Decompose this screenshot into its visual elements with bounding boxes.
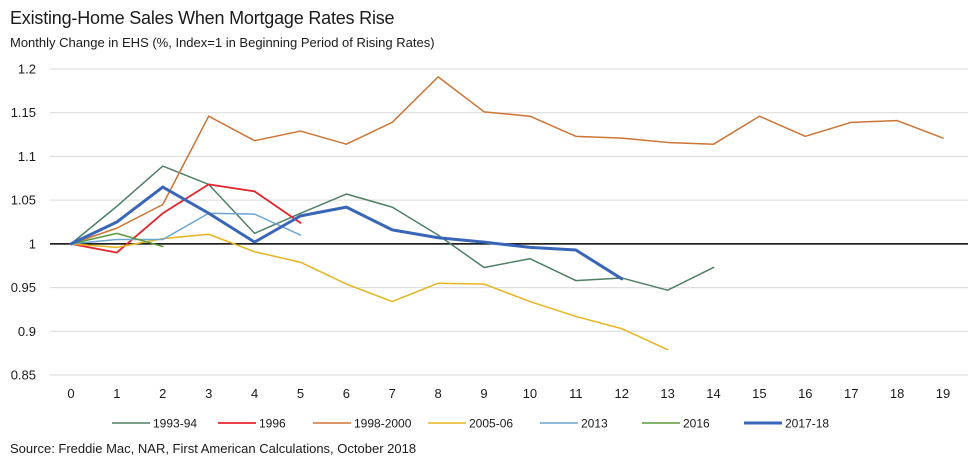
y-tick-label: 1: [29, 236, 36, 251]
legend-label: 1993-94: [153, 417, 197, 431]
legend-label: 2013: [581, 417, 608, 431]
x-tick-label: 14: [706, 386, 720, 401]
series-line-2005-06: [70, 233, 669, 351]
gridlines: [50, 68, 968, 376]
x-tick-label: 17: [844, 386, 858, 401]
y-tick-label: 1.05: [11, 193, 36, 208]
legend-label: 2016: [683, 417, 710, 431]
x-tick-label: 8: [435, 386, 442, 401]
x-tick-label: 1: [113, 386, 120, 401]
series-line-1998-2000: [70, 76, 944, 245]
x-tick-label: 9: [480, 386, 487, 401]
legend: 1993-94 1996 1998-2000 2005-06 2013 2016 2017-…: [112, 417, 829, 431]
x-tick-label: 15: [752, 386, 766, 401]
y-tick-label: 1.2: [18, 62, 36, 77]
x-tick-label: 16: [798, 386, 812, 401]
legend-item: 1998-2000: [313, 417, 412, 431]
y-tick-label: 0.85: [11, 368, 36, 383]
series-line-1993-94: [70, 165, 715, 291]
series-line-1996: [70, 183, 302, 254]
series-lines: [69, 76, 944, 351]
x-tick-label: 13: [660, 386, 674, 401]
series-line-2013: [70, 212, 302, 245]
y-tick-label: 0.9: [18, 324, 36, 339]
x-tick-label: 18: [890, 386, 904, 401]
y-tick-label: 1.1: [18, 149, 36, 164]
x-tick-label: 12: [615, 386, 629, 401]
series-line-2016: [70, 232, 164, 248]
legend-item: 2013: [540, 417, 608, 431]
y-tick-label: 1.15: [11, 105, 36, 120]
x-tick-label: 10: [523, 386, 537, 401]
x-tick-label: 4: [251, 386, 258, 401]
legend-label: 2005-06: [469, 417, 513, 431]
x-tick-label: 7: [389, 386, 396, 401]
legend-item: 2017-18: [744, 417, 829, 431]
legend-label: 1996: [259, 417, 286, 431]
x-tick-label: 6: [343, 386, 350, 401]
chart-subtitle: Monthly Change in EHS (%, Index=1 in Beg…: [10, 35, 435, 50]
chart-title: Existing-Home Sales When Mortgage Rates …: [10, 8, 395, 28]
x-tick-label: 3: [205, 386, 212, 401]
legend-label: 2017-18: [785, 417, 829, 431]
x-tick-label: 5: [297, 386, 304, 401]
series-line-2017-18: [69, 185, 624, 281]
source-note: Source: Freddie Mac, NAR, First American…: [10, 441, 417, 456]
legend-label: 1998-2000: [354, 417, 412, 431]
x-tick-label: 19: [936, 386, 950, 401]
x-tick-label: 11: [569, 386, 583, 401]
legend-item: 2016: [642, 417, 710, 431]
legend-item: 1996: [218, 417, 286, 431]
x-tick-label: 0: [67, 386, 74, 401]
legend-item: 1993-94: [112, 417, 197, 431]
y-axis-ticks: 0.85 0.9 0.95 1 1.05 1.1 1.15 1.2: [11, 62, 36, 383]
legend-item: 2005-06: [428, 417, 513, 431]
x-tick-label: 2: [159, 386, 166, 401]
y-tick-label: 0.95: [11, 280, 36, 295]
x-axis-ticks: 0 1 2 3 4 5 6 7 8 9 10 11 12 13 14 15 16 17 18 19: [67, 386, 950, 401]
